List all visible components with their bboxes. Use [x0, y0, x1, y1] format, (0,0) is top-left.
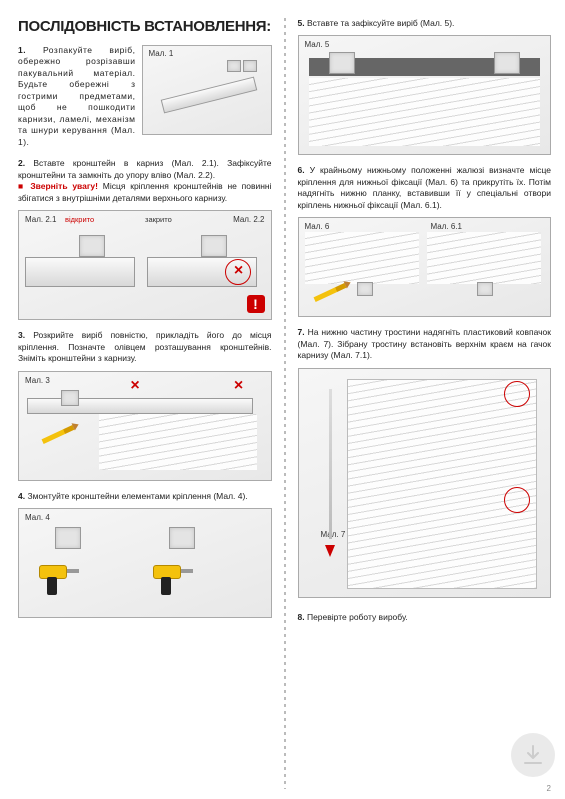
pencil-icon: [313, 283, 346, 302]
figure-2: Мал. 2.1 Мал. 2.2 відкрито закрито × !: [18, 210, 272, 320]
step1: 1. Розпакуйте виріб, обережно розрізавши…: [18, 45, 272, 148]
step1-body: Розпакуйте виріб, обережно розрізавши па…: [18, 45, 136, 147]
figure-6-label: Мал. 6: [303, 221, 332, 232]
download-badge-icon: [511, 733, 555, 777]
figure-6: Мал. 6 Мал. 6.1: [298, 217, 552, 317]
step3-num: 3.: [18, 330, 25, 340]
fig7-blind: [347, 379, 537, 589]
step5-num: 5.: [298, 18, 305, 28]
step1-num: 1.: [18, 45, 26, 55]
fig5-bracket-right: [494, 52, 520, 74]
fig7-callout-top: [504, 381, 530, 407]
fig7-rod: [329, 389, 332, 539]
step6-num: 6.: [298, 165, 305, 175]
drill-icon: [153, 555, 193, 595]
figure-1: Мал. 1: [142, 45, 272, 135]
step4-text: 4. Змонтуйте кронштейни елементами кріпл…: [18, 491, 272, 502]
fig2-rail-left: [25, 257, 135, 287]
fig3-bracket: [61, 390, 79, 406]
left-column: ПОСЛІДОВНІСТЬ ВСТАНОВЛЕННЯ: 1. Розпакуйт…: [18, 18, 272, 789]
step2-num: 2.: [18, 158, 25, 168]
figure-3-label: Мал. 3: [23, 375, 52, 386]
fig5-slats: [309, 78, 541, 146]
step2-body: Вставте кронштейн в карниз (Мал. 2.1). З…: [18, 158, 272, 179]
step2-text: 2. Вставте кронштейн в карниз (Мал. 2.1)…: [18, 158, 272, 204]
open-label: відкрито: [63, 214, 96, 225]
warning-icon: !: [247, 295, 265, 313]
fig2-bracket-right: [201, 235, 227, 257]
figure-4: Мал. 4: [18, 508, 272, 618]
figure-7-label: Мал. 7: [319, 529, 348, 540]
x-mark-icon: ×: [231, 263, 247, 279]
step7-num: 7.: [298, 327, 305, 337]
fig1-rail: [160, 77, 257, 114]
figure-22-label: Мал. 2.2: [231, 214, 266, 225]
fig3-slats: [99, 414, 257, 470]
fig4-bracket-right: [169, 527, 195, 549]
fig6-clip-right: [477, 282, 493, 296]
step8-text: 8. Перевірте роботу виробу.: [298, 612, 552, 623]
fig1-part-icon: [227, 60, 241, 72]
right-column: 5. Вставте та зафіксуйте виріб (Мал. 5).…: [298, 18, 552, 789]
step8-num: 8.: [298, 612, 305, 622]
fig2-bracket-left: [79, 235, 105, 257]
figure-3: Мал. 3 × ×: [18, 371, 272, 481]
figure-61-label: Мал. 6.1: [429, 221, 464, 232]
pencil-icon: [42, 425, 75, 444]
figure-21-label: Мал. 2.1: [23, 214, 58, 225]
fig6-clip-left: [357, 282, 373, 296]
figure-1-label: Мал. 1: [147, 48, 176, 59]
page-number: 2: [547, 784, 551, 793]
column-divider: [284, 18, 286, 789]
step2-warn-label: Зверніть увагу!: [30, 181, 98, 191]
page-title: ПОСЛІДОВНІСТЬ ВСТАНОВЛЕННЯ:: [18, 18, 272, 35]
figure-4-label: Мал. 4: [23, 512, 52, 523]
step7-text: 7. На нижню частину тростини надягніть п…: [298, 327, 552, 361]
fig5-bracket-left: [329, 52, 355, 74]
tassel-icon: [325, 545, 335, 557]
fig1-part-icon: [243, 60, 257, 72]
step3-text: 3. Розкрийте виріб повністю, прикладіть …: [18, 330, 272, 364]
closed-label: закрито: [143, 214, 174, 225]
step5-text: 5. Вставте та зафіксуйте виріб (Мал. 5).: [298, 18, 552, 29]
step6-text: 6. У крайньому нижньому положенні жалюзі…: [298, 165, 552, 211]
drill-icon: [39, 555, 79, 595]
page-root: ПОСЛІДОВНІСТЬ ВСТАНОВЛЕННЯ: 1. Розпакуйт…: [0, 0, 565, 799]
x-mark-icon: ×: [127, 378, 143, 394]
figure-7: Мал. 7 Мал. 7.1: [298, 368, 552, 598]
fig4-bracket-left: [55, 527, 81, 549]
step4-num: 4.: [18, 491, 25, 501]
figure-5: Мал. 5: [298, 35, 552, 155]
step3-body: Розкрийте виріб повністю, прикладіть йог…: [18, 330, 272, 363]
step6-body: У крайньому нижньому положенні жалюзі ви…: [298, 165, 552, 209]
figure-5-label: Мал. 5: [303, 39, 332, 50]
step4-body: Змонтуйте кронштейни елементами кріпленн…: [27, 491, 247, 501]
fig7-callout-bottom: [504, 487, 530, 513]
x-mark-icon: ×: [231, 378, 247, 394]
step7-body: На нижню частину тростини надягніть плас…: [298, 327, 552, 360]
step5-body: Вставте та зафіксуйте виріб (Мал. 5).: [307, 18, 454, 28]
fig6-slats-left: [305, 232, 419, 284]
step8-body: Перевірте роботу виробу.: [307, 612, 408, 622]
fig6-slats-right: [427, 232, 541, 284]
step1-text: 1. Розпакуйте виріб, обережно розрізавши…: [18, 45, 136, 148]
